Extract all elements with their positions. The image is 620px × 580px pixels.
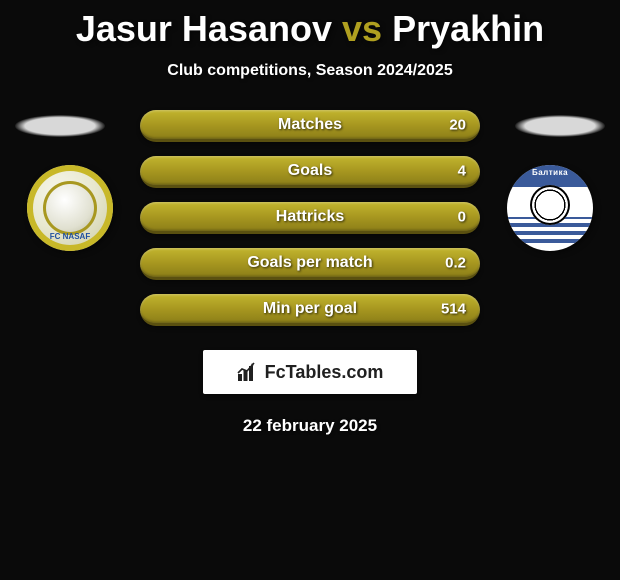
stat-row-hattricks: Hattricks 0	[140, 202, 480, 234]
brand-badge[interactable]: FcTables.com	[203, 350, 417, 394]
vs-text: vs	[342, 8, 382, 49]
comparison-title: Jasur Hasanov vs Pryakhin	[0, 0, 620, 50]
club-badge-right: Балтика	[500, 165, 600, 251]
brand-text: FcTables.com	[265, 362, 384, 383]
stat-label: Hattricks	[276, 208, 344, 226]
player2-shadow	[515, 115, 605, 137]
stat-row-goals-per-match: Goals per match 0.2	[140, 248, 480, 280]
stat-label: Goals	[288, 162, 332, 180]
stats-area: Балтика Matches 20 Goals 4 Hattricks 0 G…	[0, 110, 620, 340]
season-subtitle: Club competitions, Season 2024/2025	[0, 62, 620, 80]
stat-row-min-per-goal: Min per goal 514	[140, 294, 480, 326]
stat-value: 20	[449, 116, 466, 133]
baltika-crest-icon: Балтика	[503, 165, 597, 251]
stat-label: Min per goal	[263, 300, 357, 318]
stat-label: Goals per match	[247, 254, 372, 272]
brand-suffix: Tables.com	[286, 362, 384, 382]
player1-name: Jasur Hasanov	[76, 8, 332, 49]
footer-date: 22 february 2025	[0, 416, 620, 436]
player1-shadow	[15, 115, 105, 137]
bar-chart-icon	[237, 362, 259, 382]
stat-row-matches: Matches 20	[140, 110, 480, 142]
club-badge-left	[20, 165, 120, 251]
stat-value: 0.2	[445, 254, 466, 271]
stat-value: 4	[458, 162, 466, 179]
brand-prefix: Fc	[265, 362, 286, 382]
player2-name: Pryakhin	[392, 8, 544, 49]
stat-label: Matches	[278, 116, 342, 134]
nasaf-crest-icon	[27, 165, 113, 251]
stat-value: 0	[458, 208, 466, 225]
stat-row-goals: Goals 4	[140, 156, 480, 188]
stat-rows: Matches 20 Goals 4 Hattricks 0 Goals per…	[140, 110, 480, 340]
stat-value: 514	[441, 300, 466, 317]
